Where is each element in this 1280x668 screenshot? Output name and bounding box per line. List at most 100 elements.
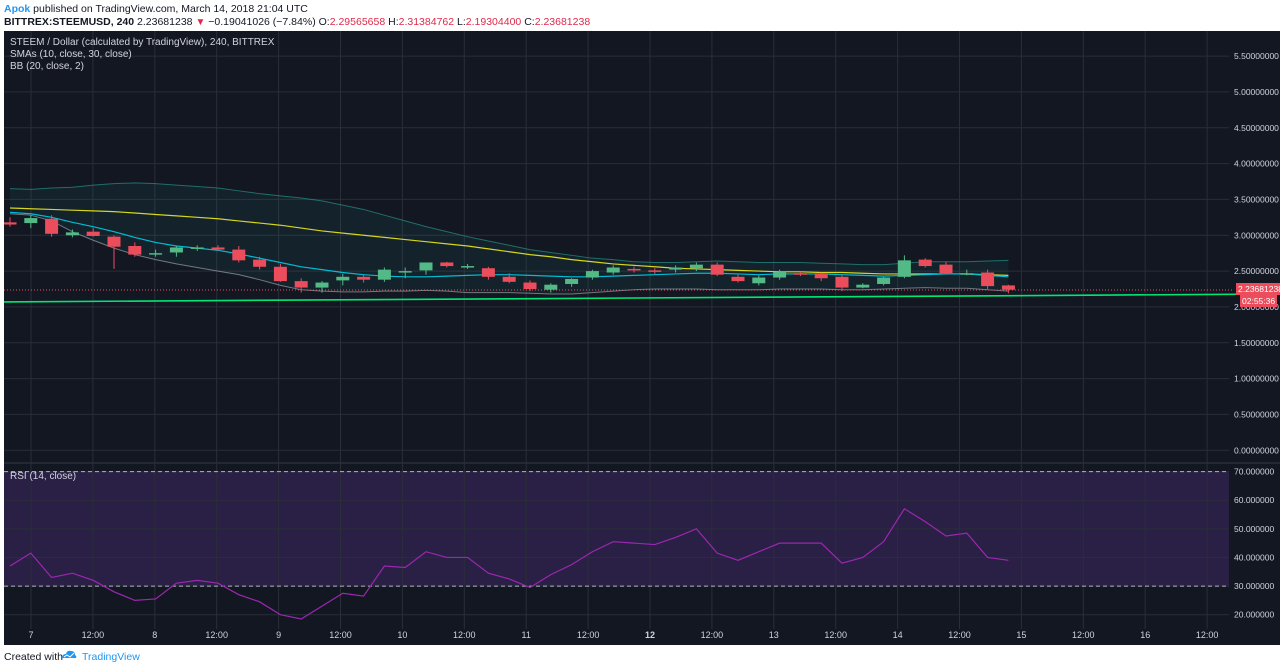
candle-body	[377, 269, 391, 280]
candle-body	[689, 264, 703, 269]
sma-legend[interactable]: SMAs (10, close, 30, close)	[10, 49, 132, 60]
rsi-line	[9, 507, 1009, 620]
candle-body	[211, 247, 225, 250]
x-tick-label: 12:00	[205, 630, 228, 640]
candle-body	[502, 276, 516, 282]
footer: Created with TradingView	[0, 645, 1280, 668]
published-text: published on TradingView.com, March 14, …	[33, 3, 308, 15]
x-tick-label: 13	[769, 630, 779, 640]
y-tick-label: 1.50000000	[1234, 338, 1279, 348]
price-change: −0.19041026 (−7.84%)	[208, 16, 316, 28]
candle-body	[877, 277, 891, 284]
candle-body	[253, 259, 267, 267]
rsi-tick-label: 40.000000	[1234, 552, 1274, 562]
candle-body	[939, 264, 953, 274]
x-tick-label: 10	[397, 630, 407, 640]
x-tick-label: 12:00	[1196, 630, 1219, 640]
candle-body	[440, 262, 454, 267]
chart-canvas[interactable]: 7 12:00 8 12:00 9 12:00 10 12:00 11 12:00 12 12:00 1…	[3, 31, 1280, 645]
y-tick-label: 3.50000000	[1234, 194, 1279, 204]
candle-body	[814, 273, 828, 279]
x-tick-label: 12:00	[453, 630, 476, 640]
candle-body	[294, 281, 308, 288]
x-tick-label: 15	[1016, 630, 1026, 640]
candle-body	[336, 276, 350, 281]
close-value: 2.23681238	[534, 16, 591, 28]
candles	[3, 215, 1015, 294]
x-tick-label: 16	[1140, 630, 1150, 640]
candle-body	[86, 231, 100, 236]
chart-title: STEEM / Dollar (calculated by TradingVie…	[10, 37, 275, 48]
candle-body	[419, 262, 433, 271]
x-tick-label: 12:00	[577, 630, 600, 640]
open-label: O:	[318, 16, 330, 28]
grid-layer	[4, 31, 1280, 645]
sma-slow-line	[9, 207, 1009, 276]
candle-body	[45, 218, 59, 234]
candle-body	[481, 268, 495, 277]
last-price: 2.23681238	[137, 16, 193, 28]
chart-area[interactable]: 7 12:00 8 12:00 9 12:00 10 12:00 11 12:00 12 12:00 1…	[3, 31, 1280, 645]
publish-line: Apok published on TradingView.com, March…	[4, 3, 308, 15]
candle-body	[3, 222, 17, 225]
candle-body	[793, 273, 807, 275]
x-tick-label: 9	[276, 630, 281, 640]
candle-body	[128, 246, 142, 255]
rsi-tick-label: 30.000000	[1234, 581, 1274, 591]
y-tick-label: 0.50000000	[1234, 409, 1279, 419]
bb-legend[interactable]: BB (20, close, 2)	[10, 61, 84, 72]
candle-body	[710, 264, 724, 275]
x-tick-label: 12:00	[82, 630, 105, 640]
candle-body	[107, 236, 121, 247]
author-link[interactable]: Apok	[4, 3, 31, 15]
rsi-pane	[9, 507, 1009, 620]
y-tick-label: 1.00000000	[1234, 374, 1279, 384]
countdown-tag: 02:55:36	[1240, 294, 1278, 307]
y-tick-label: 0.00000000	[1234, 445, 1279, 455]
open-value: 2.29565658	[329, 16, 386, 28]
low-value: 2.19304400	[465, 16, 522, 28]
tradingview-brand[interactable]: TradingView	[82, 651, 140, 663]
candle-body	[773, 271, 787, 278]
x-tick-label: 12:00	[948, 630, 971, 640]
candle-body	[149, 253, 163, 255]
candle-body	[232, 249, 246, 261]
candle-body	[897, 260, 911, 277]
y-tick-label: 3.00000000	[1234, 230, 1279, 240]
rsi-legend[interactable]: RSI (14, close)	[10, 471, 77, 482]
x-tick-label: 12:00	[824, 630, 847, 640]
candle-body	[544, 284, 558, 290]
candle-body	[856, 284, 870, 288]
candle-body	[606, 267, 620, 273]
candle-body	[65, 232, 79, 236]
x-tick-label: 8	[152, 630, 157, 640]
candle-body	[648, 270, 662, 272]
created-with-text: Created with	[4, 651, 63, 663]
high-value: 2.31384762	[398, 16, 455, 28]
bb-upper-line	[9, 182, 1009, 266]
candle-body	[752, 277, 766, 284]
candle-body	[669, 267, 683, 270]
candle-body	[1001, 285, 1015, 290]
candle-body	[585, 271, 599, 278]
candle-body	[273, 266, 287, 282]
x-tick-label: 12:00	[329, 630, 352, 640]
candle-body	[918, 259, 932, 267]
y-tick-label: 5.00000000	[1234, 87, 1279, 97]
y-tick-label: 2.50000000	[1234, 266, 1279, 276]
high-label: H:	[388, 16, 399, 28]
x-tick-label: 12:00	[701, 630, 724, 640]
candle-body	[357, 276, 371, 280]
x-tick-label: 12	[645, 630, 655, 640]
y-tick-label: 4.50000000	[1234, 123, 1279, 133]
low-label: L:	[457, 16, 466, 28]
publish-header: Apok published on TradingView.com, March…	[0, 0, 1280, 30]
symbol-label: BITTREX:STEEMUSD, 240	[4, 16, 135, 28]
candle-body	[190, 247, 204, 249]
candle-body	[627, 268, 641, 271]
x-tick-label: 7	[28, 630, 33, 640]
support-line	[3, 293, 1280, 303]
tradingview-logo-icon[interactable]	[60, 648, 78, 662]
down-arrow-icon: ▼	[195, 17, 206, 28]
candle-body	[981, 272, 995, 287]
